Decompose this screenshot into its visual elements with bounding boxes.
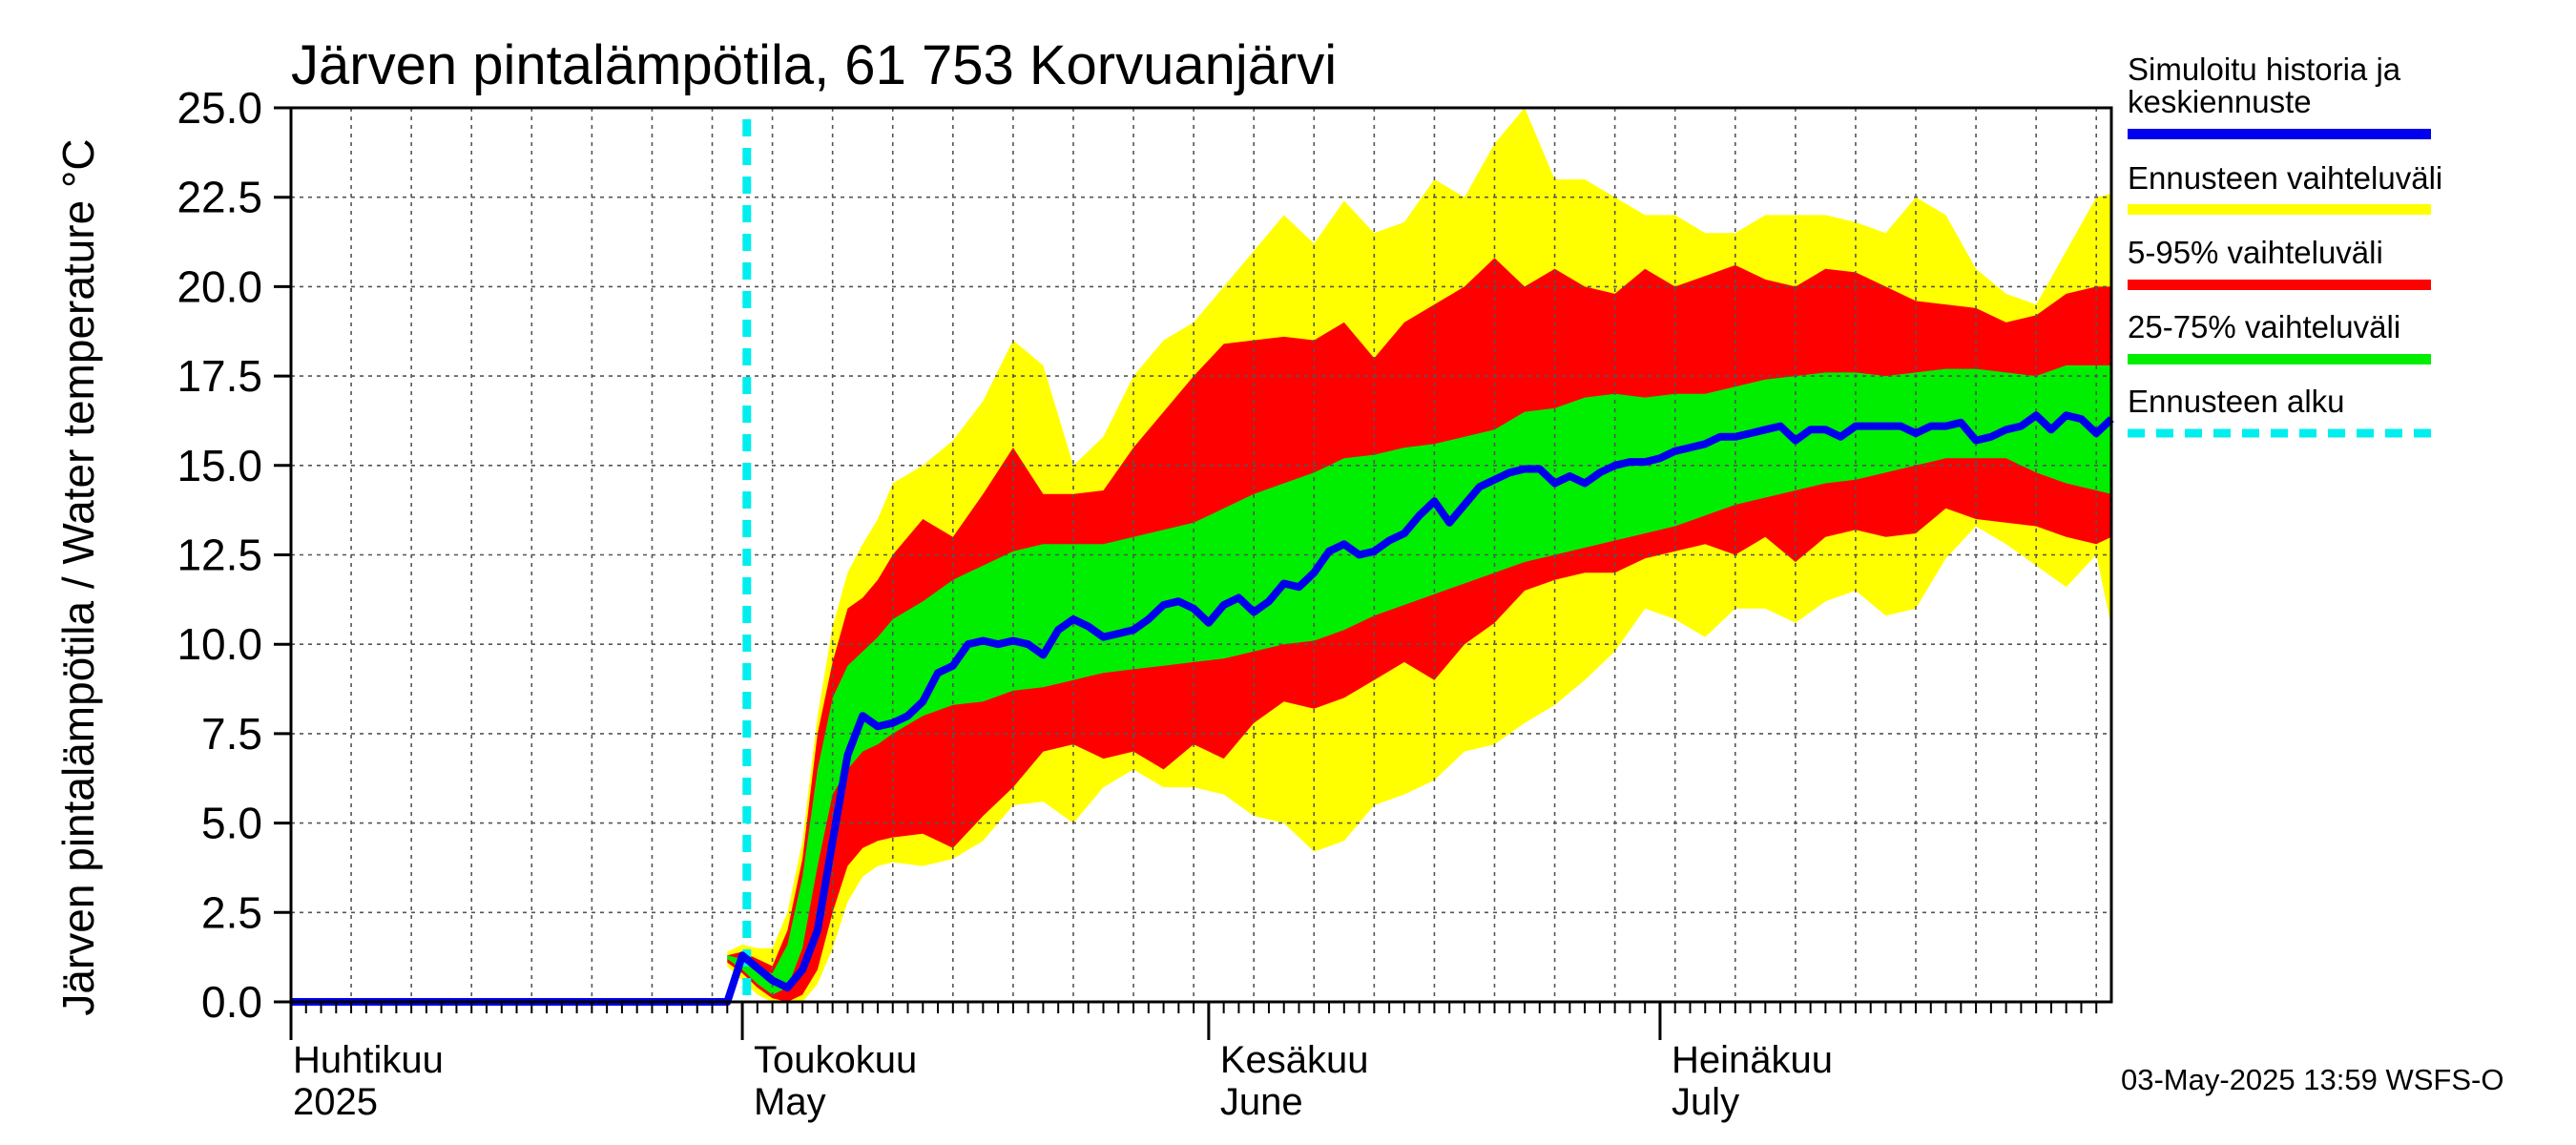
month-label-fi: Toukokuu [754,1039,917,1081]
legend-label-forecast-range: Ennusteen vaihteluväli [2128,160,2442,196]
footer-timestamp: 03-May-2025 13:59 WSFS-O [2121,1063,2503,1096]
y-tick-label: 20.0 [177,261,262,311]
y-tick-label: 7.5 [201,709,262,759]
legend: Simuloitu historia ja keskiennuste Ennus… [2128,52,2442,438]
legend-label-5-95: 5-95% vaihteluväli [2128,235,2383,270]
y-tick-label: 5.0 [201,799,262,848]
y-tick-label: 17.5 [177,351,262,401]
month-label-fi: Huhtikuu [293,1039,444,1081]
legend-swatch-median [2128,129,2431,139]
axes-layer [274,106,2113,1040]
y-axis-label: Järven pintalämpötila / Water temperatur… [53,138,103,1015]
month-label-fi: Kesäkuu [1220,1039,1369,1081]
legend-label-25-75: 25-75% vaihteluväli [2128,309,2400,344]
month-label-en: June [1220,1081,1303,1123]
chart-title: Järven pintalämpötila, 61 753 Korvuanjär… [291,34,1337,96]
band-25-75 [727,364,2111,995]
legend-label-median-line1: Simuloitu historia ja [2128,52,2401,87]
y-tick-labels: 0.0 2.5 5.0 7.5 10.0 12.5 15.0 17.5 20.0 22.5 25.0 [177,83,262,1027]
y-tick-label: 10.0 [177,619,262,669]
month-label-fi: Heinäkuu [1672,1039,1833,1081]
median-line [291,411,2114,1006]
plot-frame [289,106,2113,1004]
y-tick-label: 22.5 [177,173,262,222]
month-label-en: May [754,1081,826,1123]
month-label-en: 2025 [293,1081,378,1123]
y-tick-label: 25.0 [177,83,262,133]
y-tick-label: 12.5 [177,531,262,580]
legend-swatch-5-95 [2128,280,2431,290]
legend-swatch-25-75 [2128,354,2431,364]
legend-label-forecast-start: Ennusteen alku [2128,384,2345,419]
y-tick-label: 2.5 [201,887,262,937]
legend-swatch-forecast-range [2128,204,2431,215]
median-layer [291,411,2114,1006]
grid-layer [291,108,2111,1002]
month-label-en: July [1672,1081,1739,1123]
y-tick-label: 0.0 [201,977,262,1027]
y-tick-label: 15.0 [177,441,262,490]
legend-label-median-line2: keskiennuste [2128,84,2312,119]
